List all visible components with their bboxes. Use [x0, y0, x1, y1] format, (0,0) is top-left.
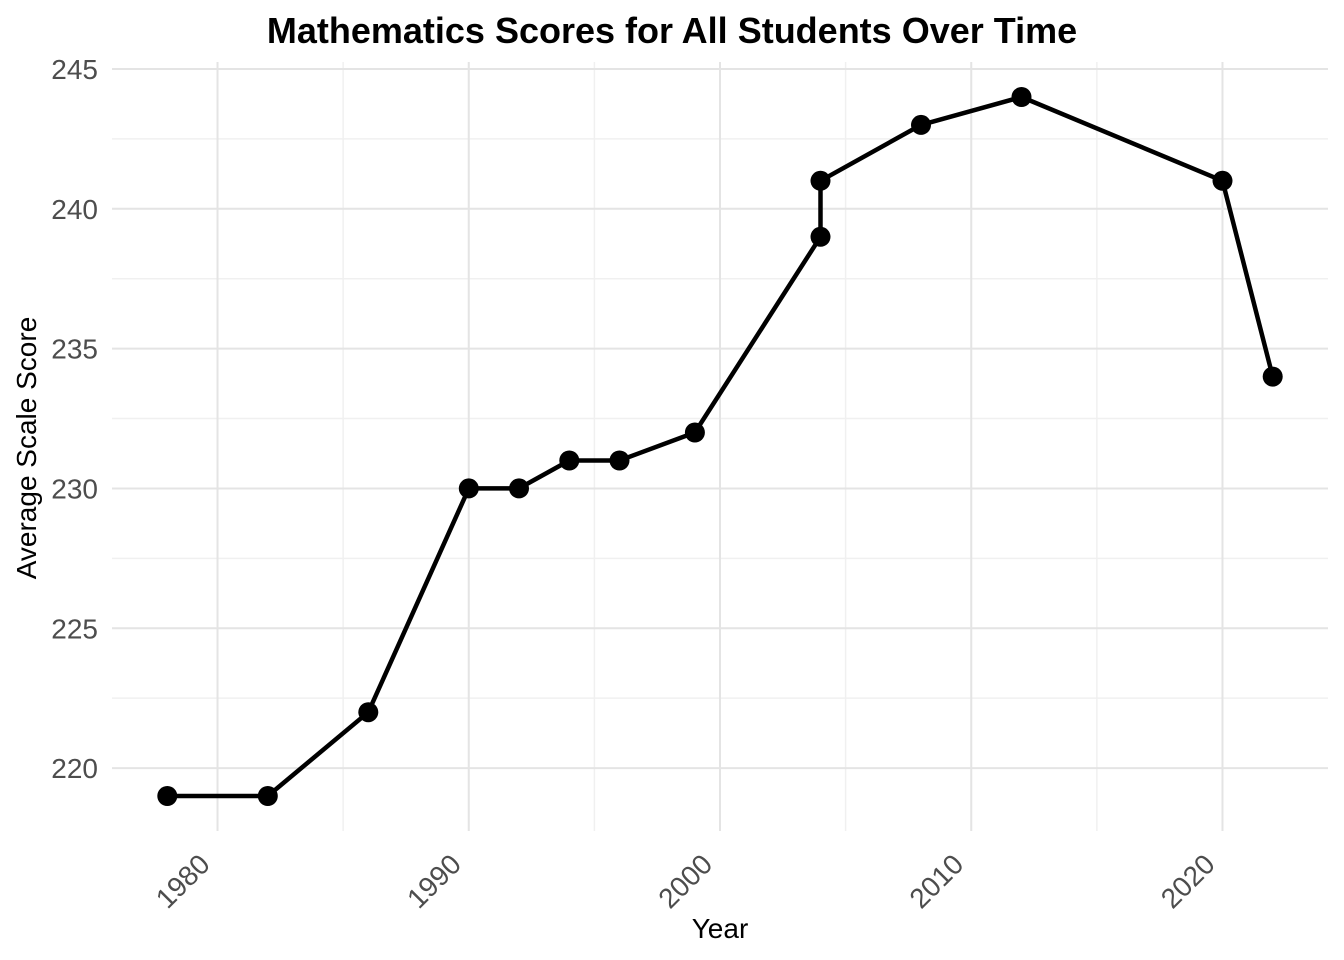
y-tick-label: 245 — [51, 54, 98, 85]
data-series — [157, 87, 1283, 806]
x-tick-label: 1980 — [150, 848, 216, 914]
data-point — [559, 450, 580, 471]
data-point — [609, 450, 630, 471]
data-line — [165, 94, 1275, 799]
data-point — [257, 786, 278, 806]
x-tick-label: 2020 — [1155, 848, 1221, 914]
data-point — [1212, 170, 1233, 191]
data-point — [684, 422, 705, 443]
x-tick-label: 1990 — [401, 848, 467, 914]
y-tick-label: 230 — [51, 473, 98, 504]
y-tick-label: 235 — [51, 334, 98, 365]
data-point — [358, 702, 379, 723]
x-tick-label: 2010 — [903, 848, 969, 914]
y-tick-label: 225 — [51, 613, 98, 644]
data-point — [157, 786, 178, 806]
y-tick-label: 220 — [51, 753, 98, 784]
data-point — [1011, 87, 1032, 107]
y-axis-title: Average Scale Score — [11, 317, 42, 580]
data-point — [509, 478, 529, 499]
chart-title: Mathematics Scores for All Students Over… — [267, 10, 1077, 51]
y-tick-label: 240 — [51, 194, 98, 225]
data-point — [911, 114, 931, 135]
axis-tick-labels: 220 225 230 235 240 245 1980 1990 2000 2010 2020 — [51, 54, 1220, 914]
gridlines-major — [112, 62, 1328, 831]
data-point — [1262, 366, 1283, 387]
data-point — [810, 226, 831, 247]
x-axis-title: Year — [692, 913, 749, 944]
x-tick-label: 2000 — [652, 848, 718, 914]
data-point — [810, 170, 831, 191]
data-point — [458, 478, 479, 499]
